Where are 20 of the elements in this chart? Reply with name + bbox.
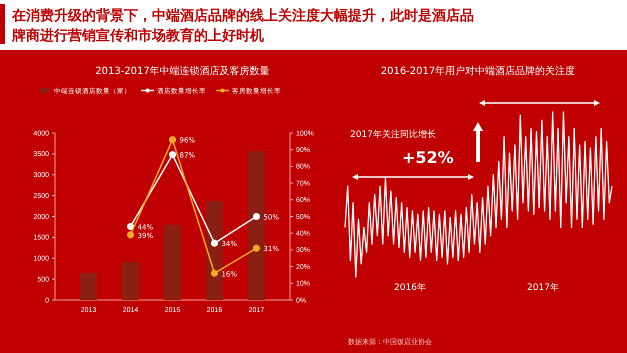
point [252, 212, 260, 220]
bar [248, 150, 265, 300]
point [210, 270, 218, 277]
bar [164, 224, 181, 300]
bar [206, 201, 223, 300]
bar [122, 262, 139, 300]
point [252, 244, 260, 252]
point [210, 240, 218, 247]
text: 2016年 [394, 282, 426, 293]
annotation: 2017年关注同比增长 [350, 129, 436, 140]
annotation: +52% [402, 148, 454, 167]
point [126, 231, 134, 238]
point [168, 151, 176, 158]
bar [80, 272, 97, 300]
text: 在消费升级的背景下，中端酒店品牌的线上关注度大幅提升，此时是酒店品牌商进行营销宣传和市场教育的上好时机 [11, 7, 474, 44]
chart-title: 2013-2017年中端连锁酒店及客房数量 [95, 65, 270, 77]
text: 2017年 [527, 282, 559, 293]
point [168, 136, 176, 144]
chart-title: 2016-2017年用户对中端酒店品牌的关注度 [380, 65, 576, 77]
point [126, 222, 134, 230]
